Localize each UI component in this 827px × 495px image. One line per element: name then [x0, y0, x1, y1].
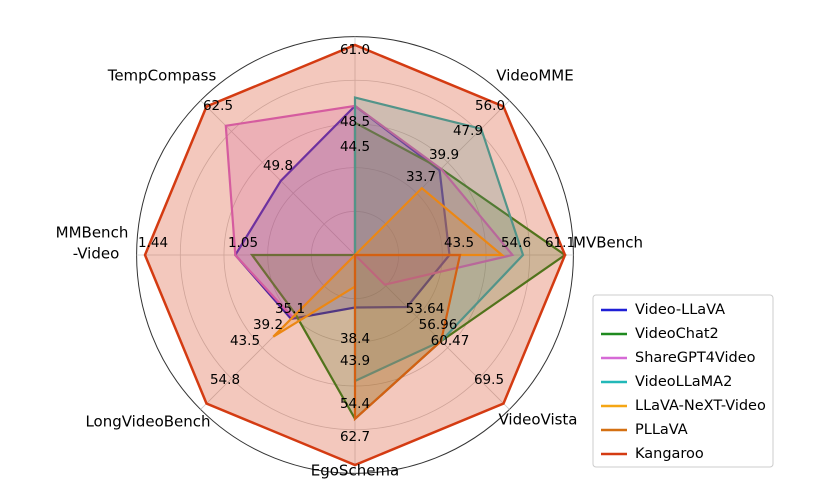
legend-entry: LLaVA-NeXT-Video	[635, 398, 766, 414]
tick-label: 54.8	[210, 372, 240, 388]
axis-label: TempCompass	[107, 67, 217, 85]
legend-entry: Kangaroo	[635, 446, 704, 462]
legend-entry: ShareGPT4Video	[635, 350, 756, 366]
tick-label: 62.7	[340, 429, 370, 445]
axis-label: LongVideoBench	[85, 413, 210, 431]
tick-label: 39.2	[253, 317, 283, 333]
legend-box	[592, 294, 774, 468]
axis-label: -Video	[73, 245, 120, 263]
radar-tick-labels: 56.0 47.9 39.9 33.7 61.1 54.6 43.5 69.5 60.4756.…	[138, 42, 575, 445]
series-polygon-pllava	[353, 253, 462, 422]
axis-label: MMBench	[56, 224, 129, 242]
legend: Video-LLaVA VideoChat2 ShareGPT4Video Video…	[592, 294, 774, 468]
tick-label: 56.96	[419, 317, 458, 333]
tick-label: 61.1	[545, 235, 575, 251]
tick-label: 69.5	[474, 372, 504, 388]
tick-label: 49.8	[263, 158, 293, 174]
tick-label: 47.9	[453, 123, 483, 139]
legend-entry: VideoLLaMA2	[635, 374, 732, 390]
tick-label: 43.5	[230, 333, 260, 349]
tick-label: 38.4	[340, 331, 370, 347]
tick-label: 43.9	[340, 353, 370, 369]
tick-label: 39.9	[429, 147, 459, 163]
tick-label: 33.7	[406, 169, 436, 185]
tick-label: 62.5	[203, 98, 233, 114]
legend-entry: VideoChat2	[635, 326, 719, 342]
radar-series	[143, 43, 567, 467]
series-polygon-kangaroo	[143, 43, 567, 467]
legend-entry: PLLaVA	[635, 422, 688, 438]
tick-label: 48.5	[340, 114, 370, 130]
tick-label: 60.47	[431, 333, 470, 349]
tick-label: 1.44	[138, 235, 168, 251]
axis-label: MVBench	[573, 234, 643, 252]
tick-label: 35.1	[275, 301, 305, 317]
tick-label: 54.4	[340, 396, 370, 412]
axis-label: EgoSchema	[311, 462, 399, 480]
axis-label: VideoMME	[496, 67, 573, 85]
tick-label: 1.05	[228, 235, 258, 251]
tick-label: 56.0	[475, 98, 505, 114]
axis-label: VideoVista	[498, 411, 577, 429]
radar-axis-labels: VideoMME MVBench VideoVista EgoSchema LongVi…	[56, 67, 643, 480]
tick-label: 54.6	[501, 235, 531, 251]
tick-label: 61.0	[340, 42, 370, 58]
tick-label: 44.5	[340, 139, 370, 155]
legend-entry: Video-LLaVA	[635, 302, 725, 318]
tick-label: 43.5	[444, 235, 474, 251]
tick-label: 53.64	[406, 301, 445, 317]
